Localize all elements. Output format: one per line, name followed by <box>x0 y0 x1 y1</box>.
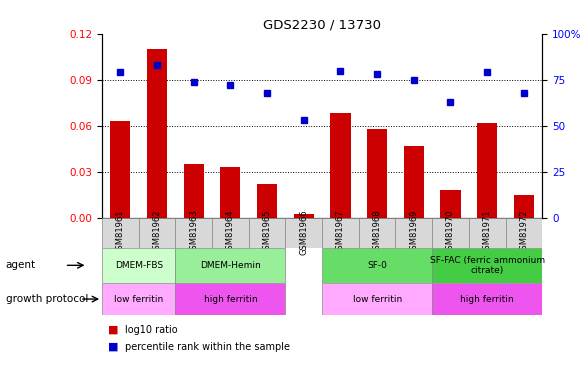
Text: high ferritin: high ferritin <box>203 295 257 304</box>
Bar <box>147 49 167 217</box>
Bar <box>514 195 534 217</box>
Text: GSM81964: GSM81964 <box>226 210 235 255</box>
Text: GSM81971: GSM81971 <box>483 210 491 255</box>
Bar <box>432 283 542 315</box>
Bar <box>102 217 139 248</box>
Bar <box>175 248 286 283</box>
Text: SF-0: SF-0 <box>367 261 387 270</box>
Bar <box>395 217 432 248</box>
Bar <box>220 167 241 218</box>
Text: GSM81965: GSM81965 <box>262 210 272 255</box>
Bar <box>322 248 432 283</box>
Text: SF-FAC (ferric ammonium
citrate): SF-FAC (ferric ammonium citrate) <box>430 256 545 275</box>
Bar <box>175 283 286 315</box>
Bar <box>331 113 350 218</box>
Bar <box>367 129 387 217</box>
Text: GSM81972: GSM81972 <box>519 210 528 255</box>
Bar <box>102 248 175 283</box>
Bar <box>477 123 497 218</box>
Bar <box>184 164 204 218</box>
Text: GSM81968: GSM81968 <box>373 210 382 255</box>
Bar <box>469 217 505 248</box>
Text: low ferritin: low ferritin <box>114 295 163 304</box>
Text: log10 ratio: log10 ratio <box>125 325 178 335</box>
Text: GSM81961: GSM81961 <box>116 210 125 255</box>
Bar <box>440 190 461 217</box>
Text: GSM81962: GSM81962 <box>153 210 161 255</box>
Text: ■: ■ <box>108 325 118 335</box>
Text: ■: ■ <box>108 342 118 352</box>
Bar <box>257 184 277 218</box>
Bar <box>175 217 212 248</box>
Bar <box>432 248 542 283</box>
Text: GSM81969: GSM81969 <box>409 210 419 255</box>
Bar <box>249 217 286 248</box>
Bar <box>505 217 542 248</box>
Text: GSM81970: GSM81970 <box>446 210 455 255</box>
Bar <box>286 217 322 248</box>
Text: percentile rank within the sample: percentile rank within the sample <box>125 342 290 352</box>
Title: GDS2230 / 13730: GDS2230 / 13730 <box>263 18 381 31</box>
Bar <box>322 217 359 248</box>
Text: GSM81966: GSM81966 <box>299 210 308 255</box>
Text: growth protocol: growth protocol <box>6 294 88 304</box>
Text: agent: agent <box>6 260 36 270</box>
Text: GSM81963: GSM81963 <box>189 210 198 255</box>
Bar <box>294 214 314 217</box>
Text: DMEM-Hemin: DMEM-Hemin <box>200 261 261 270</box>
Bar <box>403 146 424 218</box>
Bar <box>110 121 131 218</box>
Text: GSM81967: GSM81967 <box>336 210 345 255</box>
Text: DMEM-FBS: DMEM-FBS <box>115 261 163 270</box>
Bar <box>139 217 175 248</box>
Bar <box>212 217 249 248</box>
Bar <box>322 283 432 315</box>
Bar <box>359 217 395 248</box>
Bar <box>102 283 175 315</box>
Bar <box>432 217 469 248</box>
Text: high ferritin: high ferritin <box>461 295 514 304</box>
Text: low ferritin: low ferritin <box>353 295 402 304</box>
